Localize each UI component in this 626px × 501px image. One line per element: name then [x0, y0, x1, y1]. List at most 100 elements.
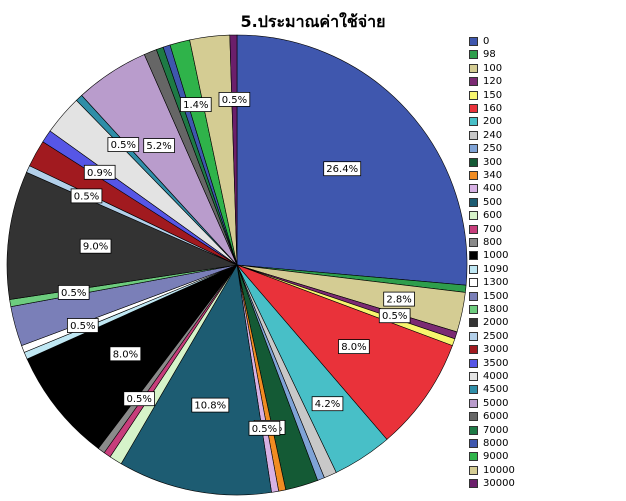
legend-label: 5000 — [483, 397, 509, 409]
legend-swatch — [469, 77, 478, 87]
legend-item-200: 200 — [469, 115, 619, 128]
legend-swatch — [469, 385, 478, 395]
legend-label: 7000 — [483, 424, 509, 436]
legend-label: 700 — [483, 223, 503, 235]
legend-item-30000: 30000 — [469, 477, 619, 490]
legend-item-700: 700 — [469, 223, 619, 236]
slice-label-2000: 9.0% — [79, 238, 112, 254]
legend-swatch — [469, 331, 478, 341]
legend-swatch — [469, 184, 478, 194]
svg-text:0.5%: 0.5% — [126, 394, 151, 405]
legend-swatch — [469, 305, 478, 314]
legend-label: 240 — [483, 129, 503, 141]
legend-item-300: 300 — [469, 156, 619, 169]
legend-item-3000: 3000 — [469, 343, 619, 356]
legend-swatch — [469, 398, 478, 408]
slice-label-1800: 0.5% — [57, 284, 90, 300]
legend-item-1090: 1090 — [469, 263, 619, 276]
svg-text:8.0%: 8.0% — [341, 342, 366, 353]
chart-title: 5.ประมาณค่าใช้จ่าย — [240, 12, 386, 31]
slice-label-3500: 0.9% — [83, 164, 116, 180]
svg-text:0.5%: 0.5% — [70, 321, 95, 332]
svg-text:1.4%: 1.4% — [183, 100, 208, 111]
legend-label: 250 — [483, 143, 503, 155]
legend-label: 340 — [483, 170, 503, 181]
legend-label: 2000 — [483, 317, 509, 329]
legend-label: 3500 — [483, 357, 509, 369]
legend-item-4500: 4500 — [469, 383, 619, 396]
legend-item-98: 98 — [469, 48, 619, 61]
legend-label: 9000 — [483, 451, 509, 463]
svg-text:4.2%: 4.2% — [315, 399, 340, 410]
pie-slice-2000 — [6, 171, 239, 300]
legend-label: 120 — [483, 76, 503, 88]
legend-label: 1090 — [483, 263, 509, 275]
svg-text:2.8%: 2.8% — [386, 295, 411, 306]
legend-item-9000: 9000 — [469, 450, 619, 463]
legend-label: 0 — [483, 36, 490, 47]
slice-label-160: 8.0% — [338, 339, 370, 355]
legend-item-240: 240 — [469, 129, 619, 142]
legend-label: 1000 — [483, 250, 509, 262]
legend-swatch — [469, 50, 478, 60]
legend-label: 30000 — [483, 478, 515, 490]
legend-label: 6000 — [483, 411, 509, 423]
svg-text:0.5%: 0.5% — [252, 424, 277, 435]
legend-item-340: 340 — [469, 169, 619, 182]
legend-item-2500: 2500 — [469, 330, 619, 343]
svg-text:0.5%: 0.5% — [74, 191, 99, 202]
legend-swatch — [469, 211, 478, 221]
legend-label: 1300 — [483, 277, 509, 289]
slice-label-1000: 8.0% — [109, 346, 142, 362]
legend-item-1300: 1300 — [469, 276, 619, 289]
svg-text:0.5%: 0.5% — [61, 288, 86, 299]
legend-item-250: 250 — [469, 142, 619, 155]
legend-swatch — [469, 358, 478, 368]
slice-label-100: 2.8% — [383, 291, 415, 307]
svg-text:0.9%: 0.9% — [87, 168, 112, 179]
legend-item-1000: 1000 — [469, 249, 619, 262]
legend-label: 150 — [483, 89, 503, 101]
legend-swatch — [469, 157, 478, 167]
legend-item-100: 100 — [469, 62, 619, 75]
svg-text:26.4%: 26.4% — [326, 164, 358, 175]
svg-text:0.5%: 0.5% — [222, 95, 247, 106]
legend-label: 600 — [483, 210, 503, 222]
slice-label-500: 10.8% — [191, 397, 230, 413]
legend-label: 10000 — [483, 464, 515, 476]
legend-swatch — [469, 197, 478, 207]
legend-label: 3000 — [483, 344, 509, 356]
legend-swatch — [469, 171, 478, 180]
legend-label: 160 — [483, 103, 503, 114]
legend-swatch — [469, 479, 478, 489]
legend-swatch — [469, 452, 478, 462]
legend-item-500: 500 — [469, 196, 619, 209]
legend-item-6000: 6000 — [469, 410, 619, 423]
legend-swatch — [469, 439, 478, 448]
slice-label-9000: 1.4% — [179, 97, 212, 112]
legend-label: 800 — [483, 237, 503, 248]
legend-swatch — [469, 144, 478, 154]
svg-text:9.0%: 9.0% — [83, 242, 108, 253]
legend-label: 4500 — [483, 384, 509, 396]
slice-label-4500: 0.5% — [107, 137, 140, 153]
slice-label-2500: 0.5% — [70, 188, 103, 204]
legend-item-7000: 7000 — [469, 424, 619, 437]
slice-label-5000: 5.2% — [143, 138, 175, 154]
legend-item-1800: 1800 — [469, 303, 619, 316]
legend-item-0: 0 — [469, 35, 619, 48]
legend-label: 500 — [483, 196, 503, 208]
legend-swatch — [469, 465, 478, 475]
legend-item-800: 800 — [469, 236, 619, 249]
slice-label-200: 4.2% — [311, 396, 344, 412]
legend-item-5000: 5000 — [469, 397, 619, 410]
slice-label-800: 0.5% — [123, 391, 156, 407]
legend-swatch — [469, 104, 478, 113]
legend-swatch — [469, 37, 478, 46]
legend-item-4000: 4000 — [469, 370, 619, 383]
slice-label-1300: 0.5% — [67, 318, 99, 333]
legend-label: 200 — [483, 116, 503, 128]
legend-label: 300 — [483, 156, 503, 168]
